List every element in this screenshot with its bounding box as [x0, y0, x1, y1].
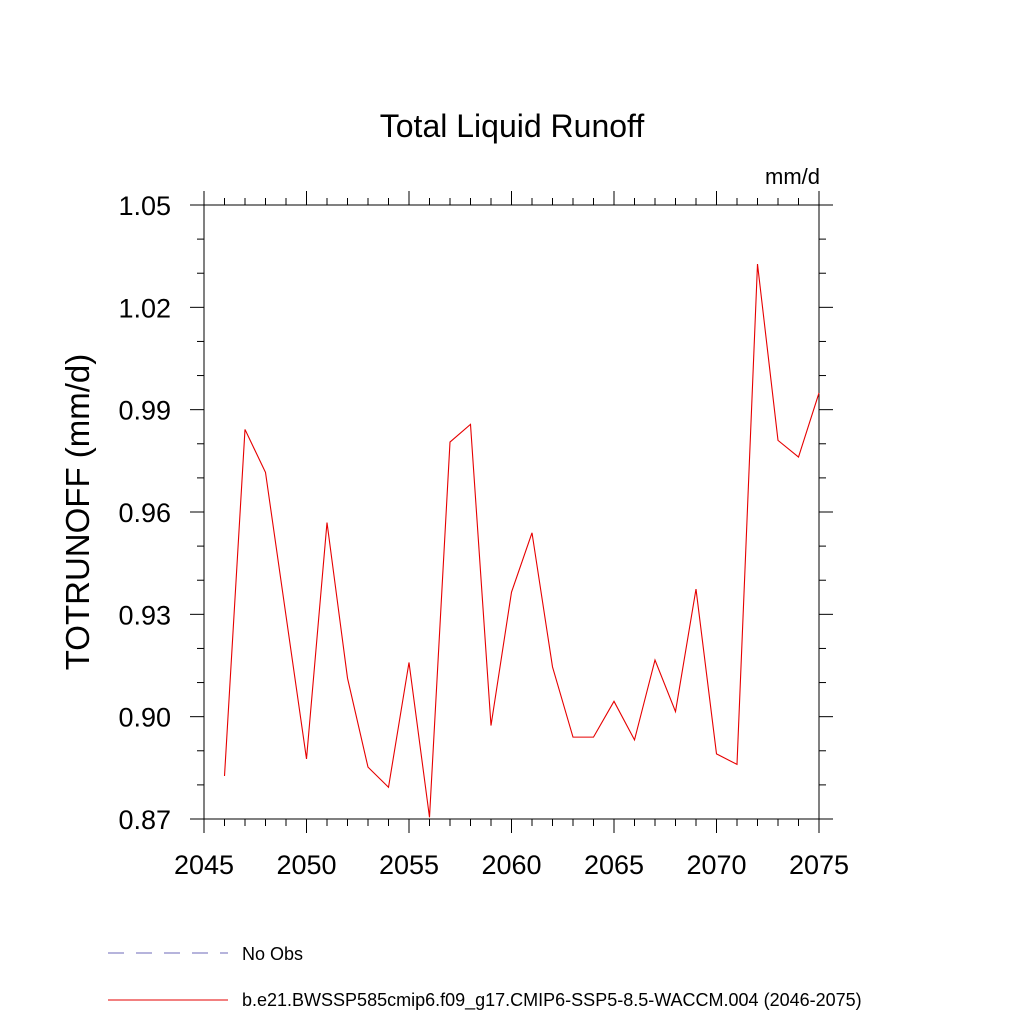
y-axis-label: TOTRUNOFF (mm/d) [59, 354, 96, 671]
tick-labels: 2045 2050 2055 2060 2065 2070 2075 0.87 0.90 0.93… [118, 191, 849, 880]
x-tick-label: 2060 [481, 850, 541, 880]
y-tick-label: 0.96 [118, 498, 171, 528]
y-tick-label: 0.93 [118, 600, 171, 630]
axis-ticks [190, 191, 833, 833]
chart-title: Total Liquid Runoff [380, 108, 645, 144]
y-tick-label: 1.02 [118, 293, 171, 323]
y-tick-label: 1.05 [118, 191, 171, 221]
x-tick-label: 2070 [686, 850, 746, 880]
plot-frame [203, 204, 820, 820]
x-tick-label: 2045 [174, 850, 234, 880]
x-tick-label: 2075 [789, 850, 849, 880]
x-tick-label: 2050 [276, 850, 336, 880]
y-tick-label: 0.87 [118, 805, 171, 835]
x-tick-label: 2055 [379, 850, 439, 880]
units-label: mm/d [765, 164, 820, 189]
legend-label-no-obs: No Obs [242, 944, 303, 964]
legend: No Obs b.e21.BWSSP585cmip6.f09_g17.CMIP6… [108, 944, 862, 1011]
series-line [223, 263, 820, 818]
legend-label-model: b.e21.BWSSP585cmip6.f09_g17.CMIP6-SSP5-8… [242, 990, 862, 1011]
x-tick-label: 2065 [584, 850, 644, 880]
series-lines [223, 263, 820, 818]
y-tick-label: 0.90 [118, 703, 171, 733]
y-tick-label: 0.99 [118, 396, 171, 426]
